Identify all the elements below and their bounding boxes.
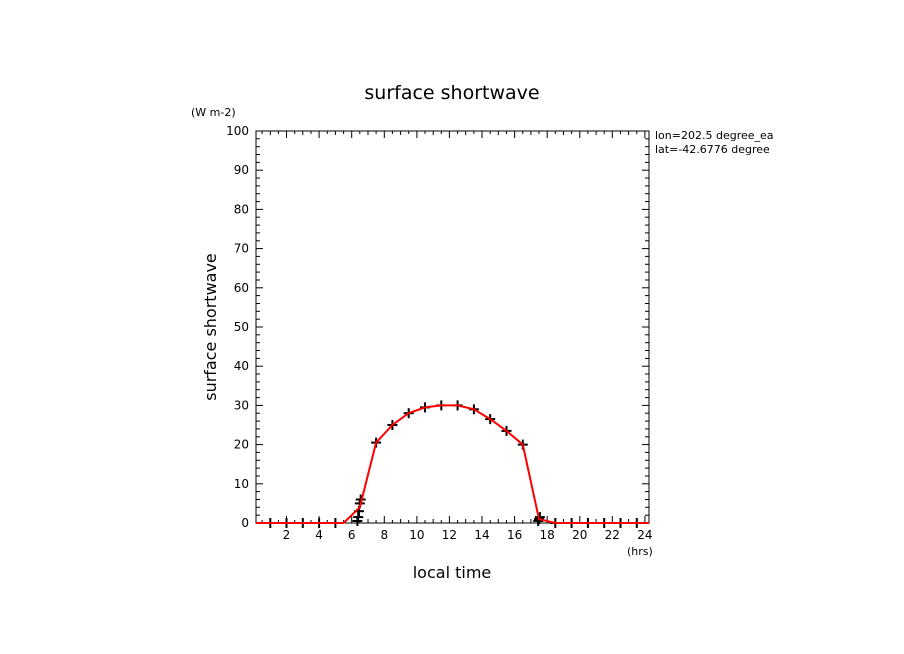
y-tick-label: 10 <box>234 477 249 491</box>
x-tick-label: 22 <box>605 528 620 542</box>
y-tick-label: 20 <box>234 438 249 452</box>
y-units-label: (W m-2) <box>191 106 236 119</box>
x-tick-label: 14 <box>474 528 489 542</box>
x-tick-label: 18 <box>540 528 555 542</box>
annotation-lat: lat=-42.6776 degree <box>655 143 770 156</box>
annotation-lon: lon=202.5 degree_ea <box>655 129 774 142</box>
y-tick-label: 40 <box>234 359 249 373</box>
axis-ticks <box>256 130 649 524</box>
x-tick-label: 24 <box>637 528 652 542</box>
y-tick-label: 100 <box>226 124 249 138</box>
x-axis-label: local time <box>413 563 492 582</box>
x-units-label: (hrs) <box>627 545 653 558</box>
data-point <box>534 512 545 523</box>
y-tick-label: 70 <box>234 242 249 256</box>
y-tick-label: 50 <box>234 320 249 334</box>
y-tick-label: 80 <box>234 202 249 216</box>
series-layer <box>256 400 649 528</box>
plot-frame <box>255 130 650 524</box>
x-tick-label: 12 <box>442 528 457 542</box>
y-tick-label: 0 <box>241 516 249 530</box>
x-tick-label: 16 <box>507 528 522 542</box>
chart-title: surface shortwave <box>364 82 539 104</box>
series-line <box>256 404 649 524</box>
x-tick-label: 4 <box>315 528 323 542</box>
x-tick-label: 8 <box>380 528 388 542</box>
y-tick-label: 90 <box>234 163 249 177</box>
y-axis-label: surface shortwave <box>201 253 220 401</box>
y-tick-label: 60 <box>234 281 249 295</box>
x-tick-label: 10 <box>409 528 424 542</box>
x-tick-label: 2 <box>283 528 291 542</box>
x-tick-label: 20 <box>572 528 587 542</box>
axis-tick-labels: 2 4 6 8 10 12 14 16 18 20 22 2401020304050607080901… <box>226 124 652 542</box>
y-tick-label: 30 <box>234 398 249 412</box>
x-tick-label: 6 <box>348 528 356 542</box>
